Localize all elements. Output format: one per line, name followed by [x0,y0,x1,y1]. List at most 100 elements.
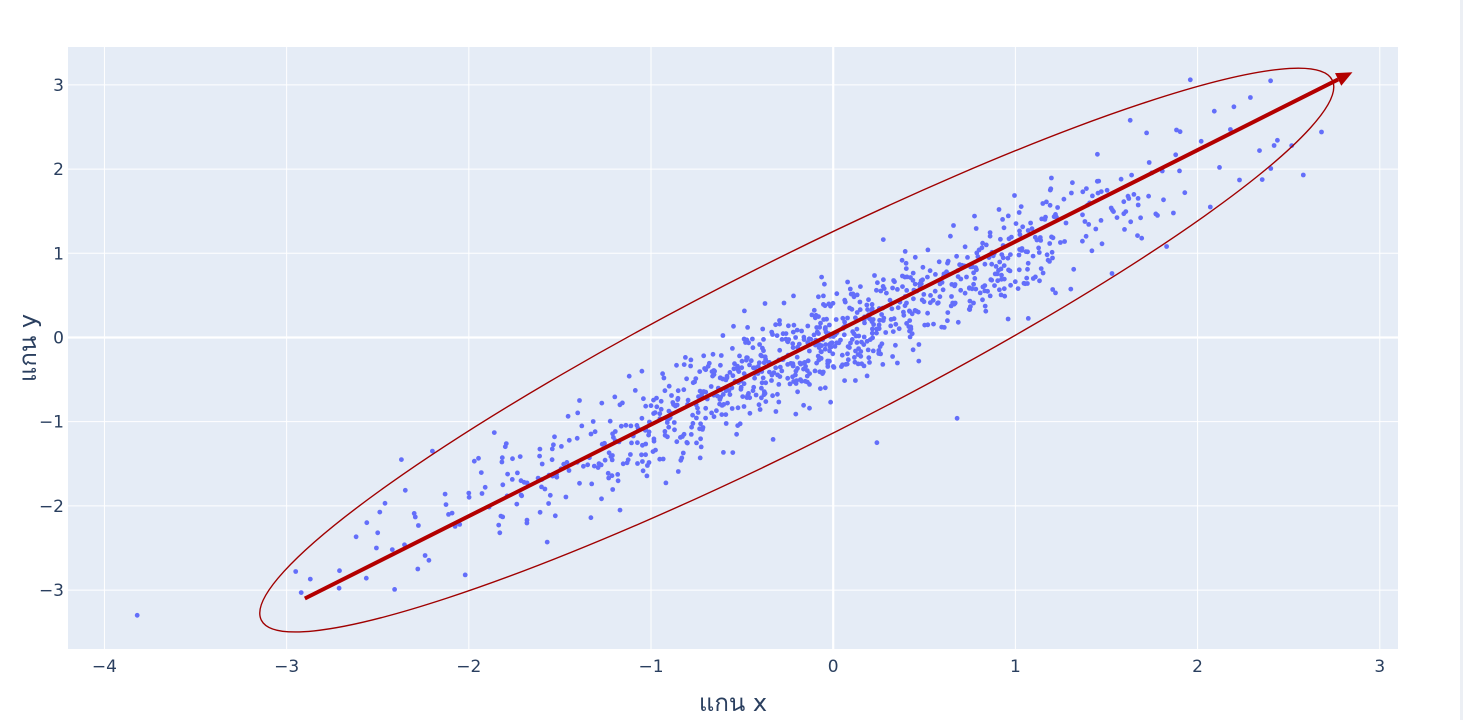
data-point [822,346,828,352]
data-point [542,486,548,492]
data-point [1174,127,1179,133]
data-point [1025,266,1030,272]
data-point [931,321,936,327]
data-point [615,478,621,484]
data-point [411,511,417,516]
data-point [678,457,684,463]
data-point [971,270,976,276]
data-point [685,397,691,403]
data-point [1022,281,1028,287]
data-point [1025,228,1031,233]
data-point [895,360,900,366]
data-point [871,322,876,327]
data-point [442,491,448,497]
data-point [853,378,858,383]
data-point [869,330,875,336]
data-point [1000,217,1005,222]
data-point [899,257,905,263]
data-point [738,386,744,392]
data-point [698,444,704,450]
data-point [1086,222,1092,227]
data-point [1099,241,1105,247]
data-point [877,317,882,323]
data-point [669,393,674,398]
data-point [539,461,545,467]
data-point [307,576,313,582]
data-point [930,297,936,303]
data-point [1040,270,1046,276]
data-point [721,450,726,455]
data-point [374,545,379,551]
data-point [681,431,687,437]
data-point [466,494,472,500]
data-point [854,340,860,345]
data-point [675,388,681,394]
data-point [727,392,733,397]
data-point [879,341,885,347]
data-point [879,312,884,317]
data-point [1319,129,1324,135]
data-point [392,587,397,592]
data-point [773,322,778,328]
data-point [1093,226,1099,232]
data-point [925,274,930,280]
data-point [844,361,850,367]
data-point [770,332,775,337]
y-tick-labels: −3 −2 −1 0 1 2 3 [39,76,64,601]
data-point [1036,250,1042,255]
data-point [1034,237,1040,243]
data-point [685,440,690,446]
data-point [952,300,958,306]
data-point [1084,186,1089,192]
data-point [690,421,696,426]
data-point [750,388,756,394]
data-point [867,360,872,365]
data-point [1104,187,1110,193]
data-point [725,400,730,406]
data-point [841,332,847,338]
data-point [825,361,831,366]
data-point [1028,220,1033,226]
data-point [998,292,1004,298]
data-point [818,320,823,326]
data-point [742,308,747,314]
data-point [1111,209,1116,215]
data-point [739,358,745,364]
data-point [927,268,933,274]
data-point [1008,282,1013,288]
data-point [982,303,988,309]
data-point [739,365,745,371]
data-point [761,392,767,398]
data-point [654,395,659,401]
data-point [1118,176,1124,182]
data-point [763,356,768,362]
data-point [674,402,680,408]
data-point [881,277,886,283]
data-point [874,440,880,446]
data-point [1047,241,1053,246]
data-point [762,301,768,306]
data-point [945,318,950,324]
data-point [809,312,815,318]
data-point [640,468,646,474]
data-point [617,507,623,513]
data-point [1135,196,1141,201]
data-point [671,420,677,425]
data-point [595,465,601,470]
data-point [1108,205,1114,211]
data-point [972,213,977,219]
data-point [502,444,508,450]
data-point [524,520,530,526]
y-tick-label: −2 [39,497,64,517]
data-point [674,439,680,445]
data-point [1155,213,1160,218]
data-point [890,354,895,359]
data-point [921,292,927,297]
data-point [1182,190,1188,196]
data-point [671,402,676,407]
data-point [805,358,811,364]
data-point [552,513,558,519]
data-point [842,319,847,325]
data-point [1135,233,1140,239]
data-point [833,317,839,322]
